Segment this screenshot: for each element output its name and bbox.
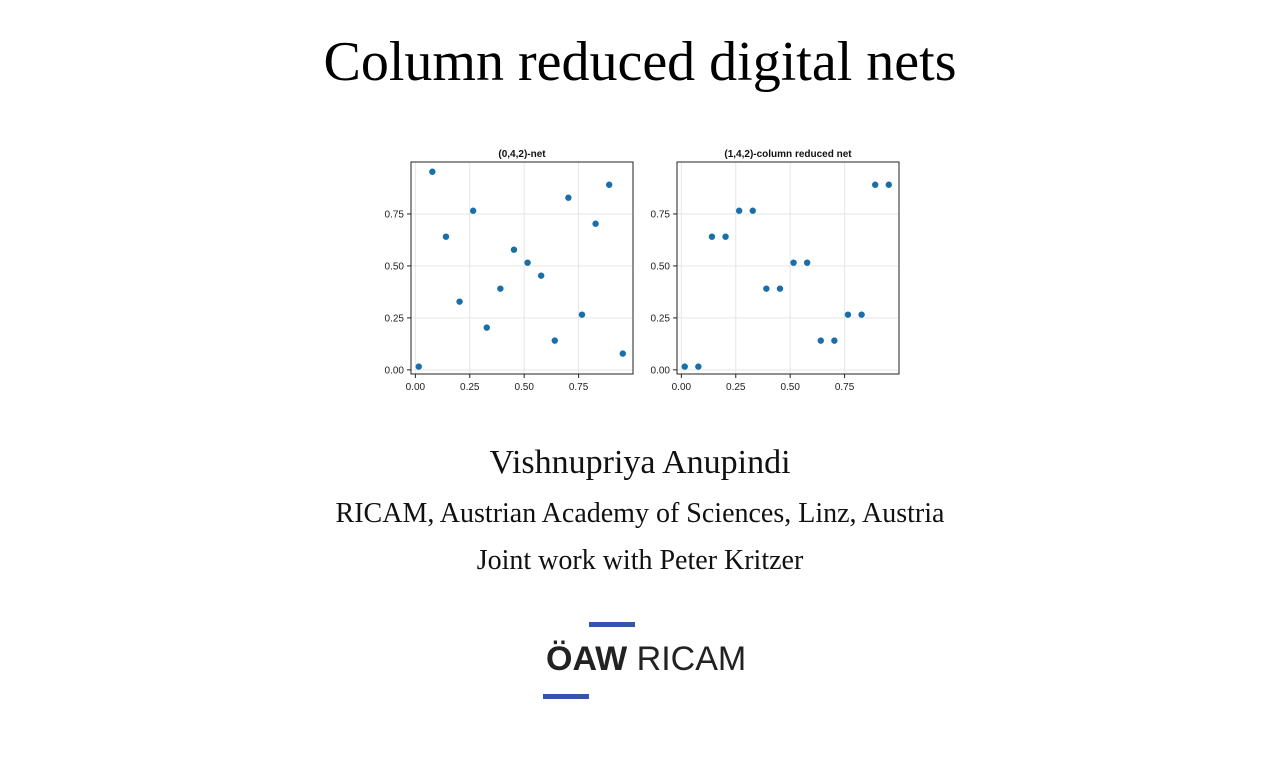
data-point: [592, 220, 599, 227]
data-point: [817, 337, 824, 344]
chart-title: (0,4,2)-net: [498, 149, 546, 160]
data-point: [885, 181, 892, 188]
slide-title: Column reduced digital nets: [323, 31, 957, 93]
x-tick-label: 0.25: [460, 382, 480, 390]
data-point: [578, 311, 586, 318]
x-tick-label: 0.00: [672, 382, 692, 390]
plot-frame: [676, 161, 900, 375]
author-affiliation: RICAM, Austrian Academy of Sciences, Lin…: [335, 498, 945, 529]
data-point: [469, 207, 477, 214]
charts-container: 0.00 0.25 0.50 0.75 0.00 0.25 0.50 0.75 (0,4,2)-…: [370, 140, 910, 390]
x-tick-label: 0.50: [780, 382, 800, 390]
logo-accent-bar-bottom: [543, 694, 589, 699]
data-point: [763, 285, 770, 292]
x-tick-label: 0.75: [835, 382, 855, 390]
data-point: [708, 233, 716, 240]
data-point: [844, 311, 852, 318]
scatter-charts: 0.00 0.25 0.50 0.75 0.00 0.25 0.50 0.75 (0,4,2)-…: [385, 149, 900, 390]
data-point: [497, 285, 504, 292]
data-point: [790, 259, 797, 266]
oaw-ricam-logo: ÖAW RICAM: [540, 618, 770, 704]
y-tick-label: 0.25: [651, 313, 671, 324]
data-point: [483, 324, 490, 331]
data-point: [524, 259, 531, 266]
data-point: [537, 272, 545, 279]
data-point: [871, 181, 879, 188]
y-tick-label: 0.25: [385, 313, 405, 324]
data-point: [858, 311, 865, 318]
data-point: [510, 246, 518, 253]
data-point: [722, 233, 729, 240]
data-point: [681, 363, 688, 370]
chart-panel-1: 0.00 0.25 0.50 0.75 0.00 0.25 0.50 0.75 (0,4,2)-…: [385, 149, 634, 390]
joint-work-note: Joint work with Peter Kritzer: [476, 545, 804, 576]
y-tick-label: 0.00: [385, 365, 405, 376]
data-point: [429, 168, 436, 175]
y-tick-label: 0.00: [651, 365, 671, 376]
logo-text-ricam: RICAM: [627, 640, 747, 678]
author-name: Vishnupriya Anupindi: [489, 444, 791, 481]
x-tick-label: 0.75: [569, 382, 589, 390]
data-point: [776, 285, 784, 292]
data-point: [749, 207, 756, 214]
data-point: [605, 181, 613, 188]
y-tick-label: 0.75: [651, 209, 671, 220]
data-point: [565, 194, 572, 201]
chart-panel-2: 0.00 0.25 0.50 0.75 0.00 0.25 0.50 0.75 (1,4,2)-…: [651, 149, 900, 390]
y-tick-label: 0.50: [385, 261, 405, 272]
logo-text-oaw: ÖAW: [546, 640, 628, 678]
logo-wordmark: ÖAW RICAM: [546, 640, 746, 679]
y-tick-label: 0.75: [385, 209, 405, 220]
chart-title: (1,4,2)-column reduced net: [724, 149, 852, 160]
x-tick-label: 0.50: [514, 382, 534, 390]
data-point: [551, 337, 558, 344]
x-tick-label: 0.00: [406, 382, 426, 390]
data-point: [442, 233, 450, 240]
data-point: [415, 363, 422, 370]
data-point: [735, 207, 743, 214]
plot-frame: [410, 161, 634, 375]
data-point: [695, 363, 702, 370]
data-point: [803, 259, 811, 266]
data-point: [619, 350, 626, 357]
y-tick-label: 0.50: [651, 261, 671, 272]
x-tick-label: 0.25: [726, 382, 746, 390]
data-point: [456, 298, 463, 305]
logo-accent-bar-top: [589, 622, 635, 627]
data-point: [831, 337, 838, 344]
